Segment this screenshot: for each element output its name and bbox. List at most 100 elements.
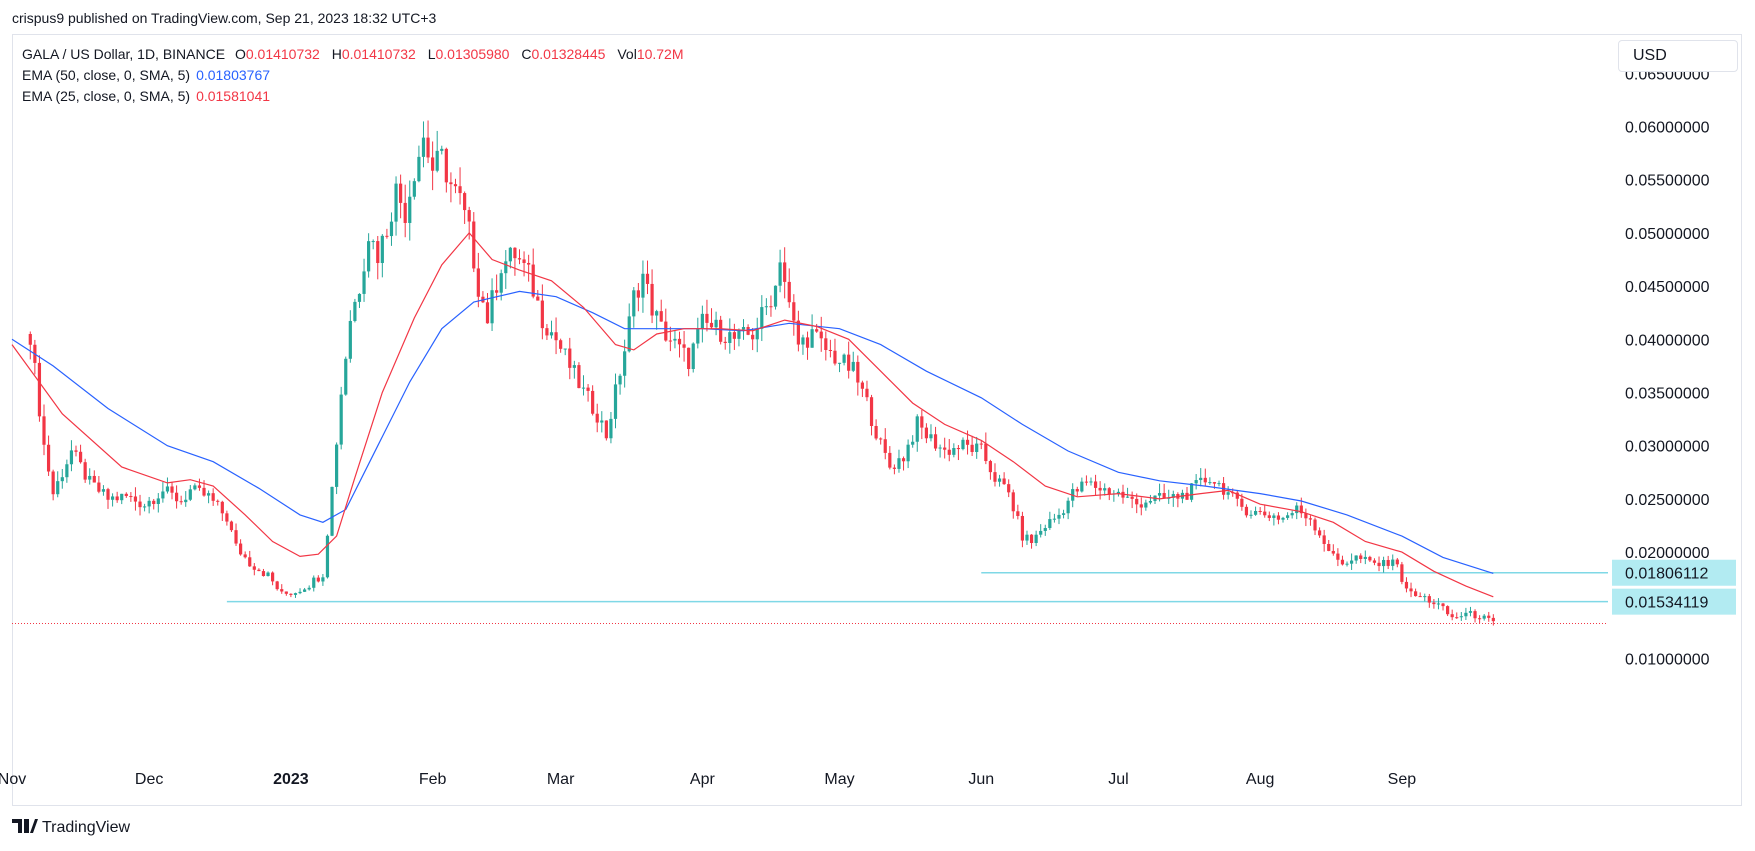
candle-body [184, 499, 188, 503]
ema25-value: 0.01581041 [196, 88, 271, 104]
candle-body [216, 500, 220, 502]
candle-body [723, 341, 727, 343]
candle-body [1441, 603, 1445, 607]
candle-body [965, 439, 970, 445]
candle-body [1487, 615, 1491, 618]
candle-body [65, 464, 69, 478]
close-value: 0.01328445 [531, 46, 606, 62]
candle-body [124, 493, 128, 497]
candle-body [1089, 481, 1093, 483]
candle-body [239, 543, 243, 555]
candle-body [1491, 617, 1495, 622]
candle-body [271, 572, 275, 582]
candle-body [1464, 612, 1468, 617]
candle-body [549, 332, 554, 336]
chart-frame[interactable] [12, 34, 1742, 806]
candle-body [225, 513, 229, 522]
symbol-title[interactable]: GALA / US Dollar, 1D, BINANCE [22, 46, 226, 62]
candle-body [1162, 493, 1166, 499]
time-axis[interactable]: Nov Dec 2023 Feb Mar Apr May Jun Jul Aug Sep [0, 771, 1416, 788]
candle-body [1258, 510, 1262, 512]
candle-body [307, 587, 311, 590]
candle-body [1194, 480, 1198, 484]
candle-body [88, 475, 92, 480]
candle-body [1025, 534, 1029, 541]
candle-body [1363, 556, 1367, 559]
candle-body [1386, 559, 1390, 566]
candle-body [513, 247, 517, 259]
candle-body [1345, 563, 1349, 565]
candle-body [673, 338, 677, 341]
candle-body [74, 450, 78, 452]
support-price-label: 0.01806112 [1625, 566, 1708, 583]
candle-body [879, 438, 883, 440]
candle-body [444, 148, 448, 183]
candle-body [979, 443, 983, 445]
candle-body [970, 444, 974, 453]
candle-body [554, 332, 558, 341]
candle-body [527, 262, 531, 265]
candle-body [152, 500, 156, 504]
candle-body [1139, 504, 1143, 508]
candle-body [623, 351, 627, 376]
candle-body [709, 322, 714, 328]
candle-body [860, 382, 864, 389]
candle-body [901, 458, 906, 462]
candle-body [1482, 615, 1486, 619]
candle-body [1468, 611, 1473, 613]
candle-body [289, 593, 293, 595]
publisher-attribution: crispus9 published on TradingView.com, S… [12, 10, 437, 26]
ema25-row[interactable]: EMA (25, close, 0, SMA, 5) 0.01581041 [22, 86, 692, 107]
candle-body [1098, 487, 1102, 491]
candle-body [1125, 496, 1130, 498]
candle-body [431, 157, 435, 171]
candle-body [1144, 502, 1148, 508]
tradingview-logo-icon [12, 818, 38, 838]
ema50-row[interactable]: EMA (50, close, 0, SMA, 5) 0.01803767 [22, 65, 692, 86]
open-value: 0.01410732 [245, 46, 320, 62]
candle-body [1208, 482, 1212, 484]
ema25-label: EMA (25, close, 0, SMA, 5) [22, 88, 191, 104]
tradingview-logo[interactable]: TradingView [12, 818, 130, 838]
symbol-row: GALA / US Dollar, 1D, BINANCE O0.0141073… [22, 44, 692, 65]
candle-body [1340, 559, 1345, 565]
candle-body [892, 467, 896, 469]
candle-body [1075, 489, 1079, 492]
candle-body [536, 296, 540, 301]
candle-body [773, 285, 778, 307]
candle-body [1057, 514, 1061, 519]
candle-body [142, 506, 147, 508]
candle-body [988, 461, 993, 473]
currency-button[interactable]: USD [1618, 40, 1738, 72]
candle-body [325, 535, 330, 578]
candle-body [783, 262, 787, 282]
candle-body [1171, 494, 1175, 498]
candle-body [376, 241, 380, 264]
candle-body [504, 261, 508, 274]
candle-body [508, 247, 512, 262]
candle-body [170, 486, 174, 493]
candle-body [655, 311, 659, 316]
time-tick: Apr [690, 771, 716, 788]
candle-body [1459, 616, 1463, 618]
candle-body [929, 434, 933, 439]
ema50-label: EMA (50, close, 0, SMA, 5) [22, 67, 191, 83]
candle-body [197, 485, 202, 488]
candle-body [1372, 560, 1377, 563]
candle-body [755, 328, 759, 340]
candle-body [1263, 511, 1267, 516]
candle-body [1034, 534, 1038, 543]
candle-body [243, 554, 247, 558]
candle-body [947, 449, 951, 455]
candle-body [609, 418, 613, 439]
candle-body [499, 273, 503, 293]
open-label: O [234, 46, 246, 62]
candle-body [485, 302, 490, 324]
price-tick: 0.03500000 [1625, 386, 1710, 403]
candle-body [1313, 519, 1317, 531]
candle-body [997, 478, 1002, 482]
candle-body [618, 375, 622, 385]
candle-body [1029, 534, 1034, 543]
price-axis[interactable]: 0.065000000.060000000.055000000.05000000… [1625, 66, 1710, 668]
